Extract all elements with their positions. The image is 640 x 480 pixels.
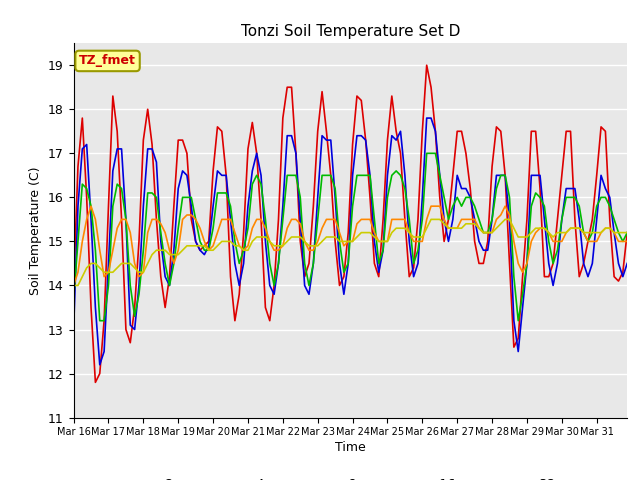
Text: TZ_fmet: TZ_fmet — [79, 54, 136, 67]
Legend: -2cm, -4cm, -8cm, -16cm, -32cm: -2cm, -4cm, -8cm, -16cm, -32cm — [121, 472, 580, 480]
X-axis label: Time: Time — [335, 442, 366, 455]
Y-axis label: Soil Temperature (C): Soil Temperature (C) — [29, 166, 42, 295]
Title: Tonzi Soil Temperature Set D: Tonzi Soil Temperature Set D — [241, 24, 460, 39]
